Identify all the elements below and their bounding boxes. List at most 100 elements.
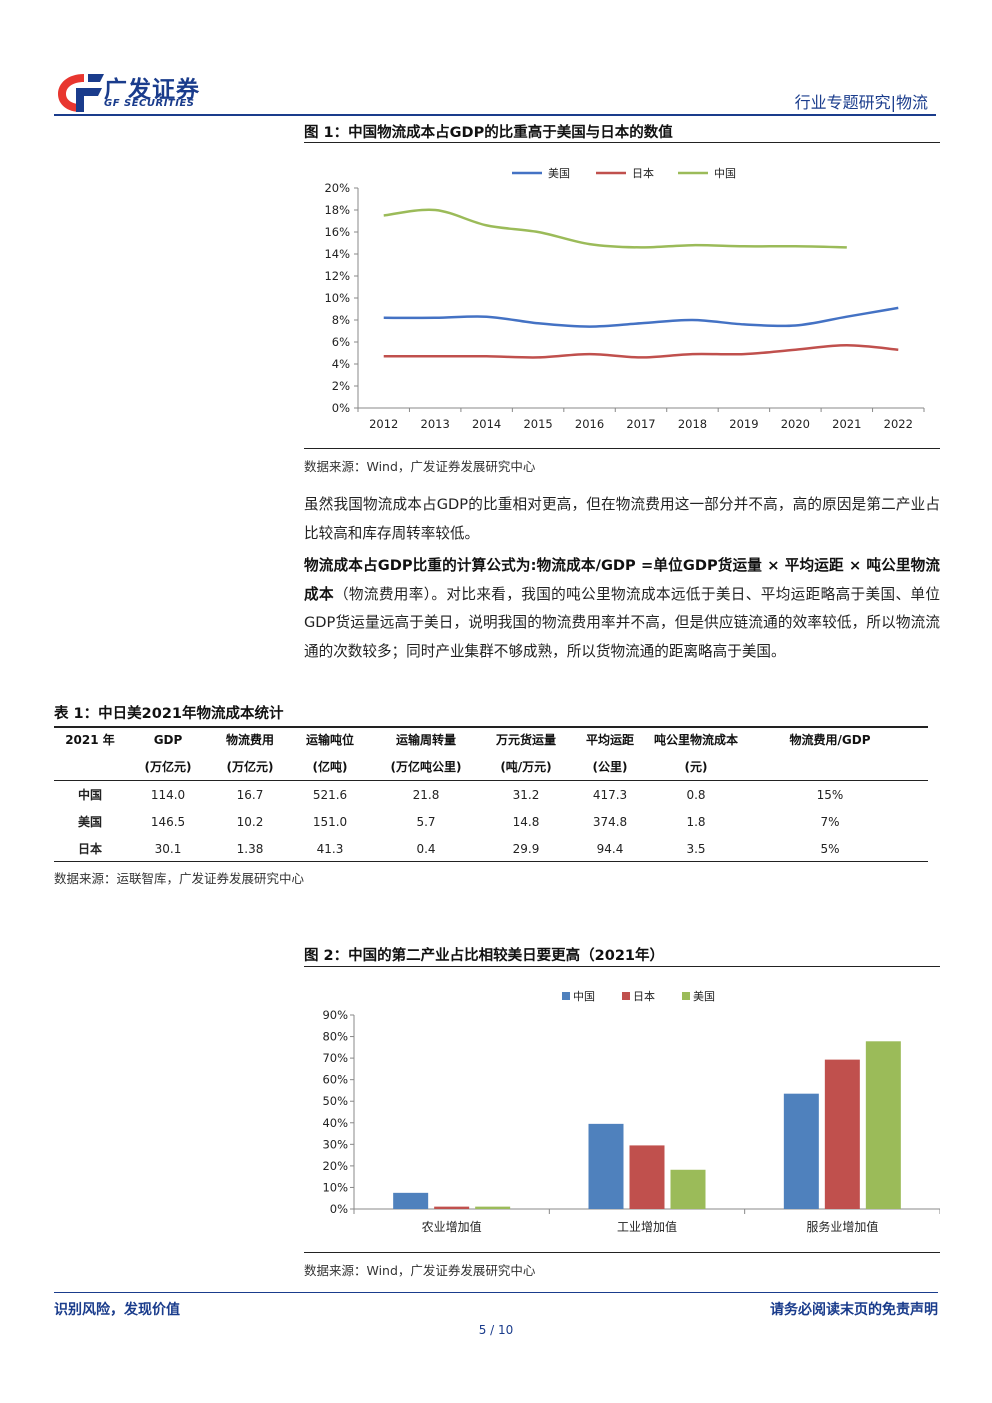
bar-中国-0 <box>393 1192 429 1209</box>
table-cell: 10.2 <box>236 815 264 829</box>
table-row: 日本 30.1 1.38 41.3 0.4 29.9 94.4 3.5 5% <box>54 836 928 862</box>
headers-cell: 运输吨位 <box>305 733 354 747</box>
headers-cell: 物流费用 <box>225 733 274 747</box>
table1-title: 表 1：中日美2021年物流成本统计 <box>54 706 284 722</box>
y-tick-label: 12% <box>324 269 350 283</box>
y-tick-label: 0% <box>332 401 350 415</box>
headers-cell: 2021 年 <box>65 733 115 747</box>
figure1-bottom-rule <box>304 448 940 449</box>
x-tick-label: 服务业增加值 <box>806 1219 878 1234</box>
table1-header-rule <box>54 780 928 781</box>
figure2-source: 数据来源：Wind，广发证券发展研究中心 <box>304 1263 536 1278</box>
units-cell: (万亿元) <box>226 760 274 774</box>
units-cell: (万亿元) <box>144 760 192 774</box>
y-tick-label: 10% <box>324 291 350 305</box>
y-tick-label: 18% <box>324 203 350 217</box>
table-cell: 146.5 <box>150 815 186 829</box>
header-divider <box>54 114 936 116</box>
y-tick-label: 90% <box>322 1008 348 1022</box>
table1-header-row: 2021 年 GDP 物流费用 运输吨位 运输周转量 万元货运量 平均运距 吨公里物流成本 物流… <box>54 727 928 753</box>
bar-日本-1 <box>629 1145 665 1209</box>
x-tick-label: 2021 <box>832 417 861 431</box>
paragraph-2: 物流成本占GDP比重的计算公式为:物流成本/GDP =单位GDP货运量 × 平均… <box>304 552 940 666</box>
paragraph-2-text: （物流费用率）。对比来看，我国的吨公里物流成本远低于美日、平均运距略高于美国、单… <box>304 585 940 660</box>
bar-中国-2 <box>783 1093 819 1209</box>
figure1-top-rule <box>304 142 940 143</box>
units-cell: (元) <box>684 760 708 774</box>
table-row: 美国 146.5 10.2 151.0 5.7 14.8 374.8 1.8 7% <box>54 809 928 835</box>
table-cell: 5.7 <box>416 815 436 829</box>
units-cell: (亿吨) <box>312 760 348 774</box>
footer-slogan: 识别风险，发现价值 <box>54 1302 180 1318</box>
page-number: 5 / 10 <box>478 1323 514 1337</box>
x-tick-label: 2022 <box>884 417 913 431</box>
headers-cell: 万元货运量 <box>495 733 556 747</box>
gf-logo-icon <box>58 74 104 112</box>
table-cell: 374.8 <box>592 815 628 829</box>
series-line-2 <box>383 208 847 249</box>
legend-label: 日本 <box>633 989 655 1003</box>
logo-english: GF SECURITIES <box>104 98 195 109</box>
table-cell: 3.5 <box>686 842 706 856</box>
table-cell: 0.8 <box>686 788 706 802</box>
units-cell: (公里) <box>592 760 628 774</box>
table1-units-row: (万亿元) (万亿元) (亿吨) (万亿吨公里) (吨/万元) (公里) (元) <box>54 754 928 780</box>
legend-label: 美国 <box>548 167 570 180</box>
x-tick-label: 2019 <box>729 417 758 431</box>
y-tick-label: 4% <box>332 357 350 371</box>
table-cell: 41.3 <box>316 842 344 856</box>
legend-label: 美国 <box>693 990 715 1003</box>
table-cell: 151.0 <box>312 815 348 829</box>
paragraph-1: 虽然我国物流成本占GDP的比重相对更高，但在物流费用这一部分并不高，高的原因是第… <box>304 496 940 542</box>
headers-cell: 物流费用/GDP <box>789 733 871 747</box>
x-tick-label: 工业增加值 <box>617 1219 677 1234</box>
x-tick-label: 2017 <box>626 417 655 431</box>
legend-label: 日本 <box>632 166 654 180</box>
x-tick-label: 2014 <box>472 417 501 431</box>
y-tick-label: 8% <box>332 313 350 327</box>
bar-日本-2 <box>824 1059 860 1209</box>
table1-source: 数据来源：运联智库，广发证券发展研究中心 <box>54 871 305 886</box>
table-cell: 30.1 <box>154 842 182 856</box>
table-cell: 5% <box>820 842 840 856</box>
legend-swatch-2 <box>682 992 690 1000</box>
table-cell: 1.38 <box>236 842 264 856</box>
table-cell: 29.9 <box>512 842 540 856</box>
table-cell: 7% <box>820 815 840 829</box>
figure1-line-chart: 美国 日本 中国 0% 2% 4% 6% 8% 10% 12% 14% 16% 18% 20% 2012 20… <box>324 166 925 431</box>
figure2-top-rule <box>304 966 940 967</box>
footer-divider <box>54 1292 938 1293</box>
footer-disclaimer: 请务必阅读末页的免责声明 <box>770 1302 938 1318</box>
figure2-bar-chart: 中国 日本 美国 0% 10% 20% 30% 40% 50% 60% 70% 80% 90% 农业增加值… <box>322 989 940 1234</box>
x-tick-label: 2016 <box>575 417 604 431</box>
bar-日本-0 <box>434 1206 470 1209</box>
table-cell: 中国 <box>77 788 102 802</box>
y-tick-label: 20% <box>322 1159 348 1173</box>
table-cell: 521.6 <box>312 788 348 802</box>
table-cell: 417.3 <box>592 788 628 802</box>
table-cell: 0.4 <box>416 842 436 856</box>
y-tick-label: 60% <box>322 1073 348 1087</box>
table-cell: 31.2 <box>512 788 540 802</box>
legend-swatch-0 <box>562 992 570 1000</box>
table-cell: 16.7 <box>236 788 264 802</box>
table-cell: 美国 <box>77 815 102 829</box>
legend-label: 中国 <box>573 990 595 1003</box>
table-cell: 日本 <box>77 842 102 856</box>
bar-中国-1 <box>588 1123 624 1209</box>
figure1-title: 图 1：中国物流成本占GDP的比重高于美国与日本的数值 <box>304 125 673 141</box>
table1-bottom-rule <box>54 861 928 862</box>
x-tick-label: 2013 <box>421 417 450 431</box>
x-tick-label: 2020 <box>781 417 810 431</box>
y-tick-label: 2% <box>332 379 350 393</box>
table-cell: 94.4 <box>596 842 624 856</box>
table-cell: 21.8 <box>412 788 440 802</box>
headers-cell: GDP <box>153 733 183 747</box>
y-tick-label: 40% <box>322 1116 348 1130</box>
y-tick-label: 30% <box>322 1137 348 1151</box>
table1-top-rule <box>54 726 928 728</box>
legend-label: 中国 <box>714 167 736 180</box>
y-tick-label: 6% <box>332 335 350 349</box>
units-cell: (万亿吨公里) <box>390 760 462 774</box>
x-tick-label: 农业增加值 <box>422 1219 482 1234</box>
